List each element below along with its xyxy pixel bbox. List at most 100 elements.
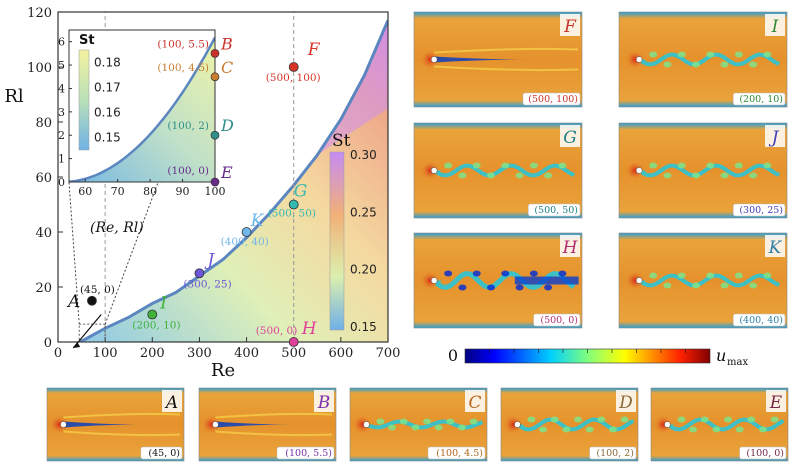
vortex	[649, 162, 658, 169]
panel-coord-bg	[589, 446, 637, 460]
panel-label-bg	[314, 390, 334, 412]
st-region-fill	[80, 20, 388, 342]
inset-y-tick-label: 2	[58, 129, 65, 142]
inset-boundary-curve	[69, 36, 215, 182]
inset-point-label-E: E	[220, 163, 233, 182]
panel-label: E	[769, 393, 783, 413]
shear-layer	[63, 430, 181, 437]
zoom-region-box	[78, 323, 106, 343]
point-coord-I: (200, 10)	[132, 320, 180, 332]
stagnation-zone	[420, 160, 441, 181]
vortex	[487, 284, 495, 291]
panel-label-bg	[162, 390, 182, 412]
inset-st-colorbar	[78, 49, 90, 151]
panel-label-bg	[765, 125, 785, 147]
inset-point-label-C: C	[221, 58, 233, 77]
stagnation-zone	[625, 49, 646, 70]
panel-coord-bg	[522, 92, 581, 106]
vortex	[689, 426, 698, 433]
point-label-H: H	[301, 319, 318, 339]
vortex	[735, 426, 744, 433]
vortex	[539, 426, 548, 433]
panel-label: H	[562, 238, 579, 258]
flow-panel-D: D (100, 2)	[500, 387, 639, 462]
panel-coord: (500, 0)	[540, 315, 578, 326]
stagnation-zone	[420, 49, 441, 70]
vortex	[706, 272, 715, 279]
vortex	[558, 162, 567, 169]
cylinder	[430, 167, 438, 174]
vortex	[649, 51, 658, 58]
vortex	[446, 418, 455, 425]
y-tick-label: 40	[35, 226, 52, 241]
inset-x-tick-label: 90	[176, 185, 190, 198]
panel-label: J	[769, 128, 780, 148]
panel-coord: (400, 40)	[739, 315, 783, 326]
stagnation-zone	[625, 270, 646, 291]
vortex	[472, 270, 481, 277]
inset-x-tick-label: 60	[78, 185, 92, 198]
panel-label: B	[317, 393, 331, 413]
vortex	[677, 51, 686, 58]
point-coord-K: (400, 40)	[221, 236, 269, 248]
panel-label-bg	[560, 125, 580, 147]
vortex	[515, 172, 524, 179]
annotation-re-rl: (Re, Rl)	[90, 220, 144, 236]
inset-st-colorbar-title: St	[79, 33, 95, 48]
panel-label-bg	[560, 235, 580, 257]
y-tick-label: 120	[27, 6, 52, 21]
inset-plot: 60 70 80 90 100 0 1 2 3 4 5 6 St 0.15 0.16 0.17 0.18 B (10…	[58, 29, 234, 198]
vortex	[620, 416, 629, 423]
vortex	[734, 162, 743, 169]
vortex	[720, 172, 729, 179]
panel-coord-bg	[733, 203, 786, 217]
panel-coord: (500, 50)	[534, 205, 578, 216]
vortex	[550, 416, 559, 423]
vortex	[411, 424, 420, 431]
st-colorbar	[329, 151, 345, 331]
inset-y-tick-label: 4	[58, 82, 65, 95]
panel-label: C	[468, 393, 481, 413]
vortex	[747, 416, 756, 423]
st-colorbar-tick: 0.20	[350, 263, 377, 277]
vortex	[663, 172, 672, 179]
vortex	[444, 162, 453, 169]
vortex	[469, 418, 478, 425]
vortex	[763, 272, 772, 279]
flow-panel-G: G (500, 50)	[413, 122, 583, 219]
vortex	[487, 172, 495, 179]
y-tick-label: 100	[27, 61, 52, 76]
inset-x-tick-label: 100	[205, 185, 226, 198]
inset-point-label-D: D	[220, 116, 234, 135]
panel-label-bg	[766, 390, 786, 412]
st-colorbar-tick: 0.15	[350, 320, 377, 334]
stagnation-zone	[49, 414, 70, 435]
panel-label: G	[563, 128, 577, 148]
vortex	[720, 61, 729, 68]
panel-coord-bg	[276, 446, 335, 460]
vortex	[770, 416, 779, 423]
vortex	[749, 61, 758, 68]
vortex	[544, 284, 553, 291]
cylinder	[635, 277, 643, 284]
velocity-colorbar-max: u	[716, 346, 726, 365]
x-tick-label: 300	[187, 346, 212, 361]
vortex	[444, 270, 453, 277]
panel-label-bg	[465, 390, 485, 412]
x-axis-label: Re	[211, 360, 235, 381]
vortex	[649, 272, 658, 279]
point-coord-J: (300, 25)	[183, 278, 231, 290]
x-tick-label: 600	[328, 346, 353, 361]
vortex	[763, 51, 772, 58]
inset-frame	[68, 29, 216, 183]
panel-label-bg	[560, 14, 580, 36]
vortex	[597, 416, 606, 423]
vortex	[501, 162, 510, 169]
panel-label: D	[618, 393, 633, 413]
st-region-corner	[317, 20, 388, 155]
vortex	[527, 416, 536, 423]
inset-x-tick-label: 80	[143, 185, 157, 198]
wake	[434, 56, 527, 63]
panel-coord: (45, 0)	[148, 448, 180, 459]
